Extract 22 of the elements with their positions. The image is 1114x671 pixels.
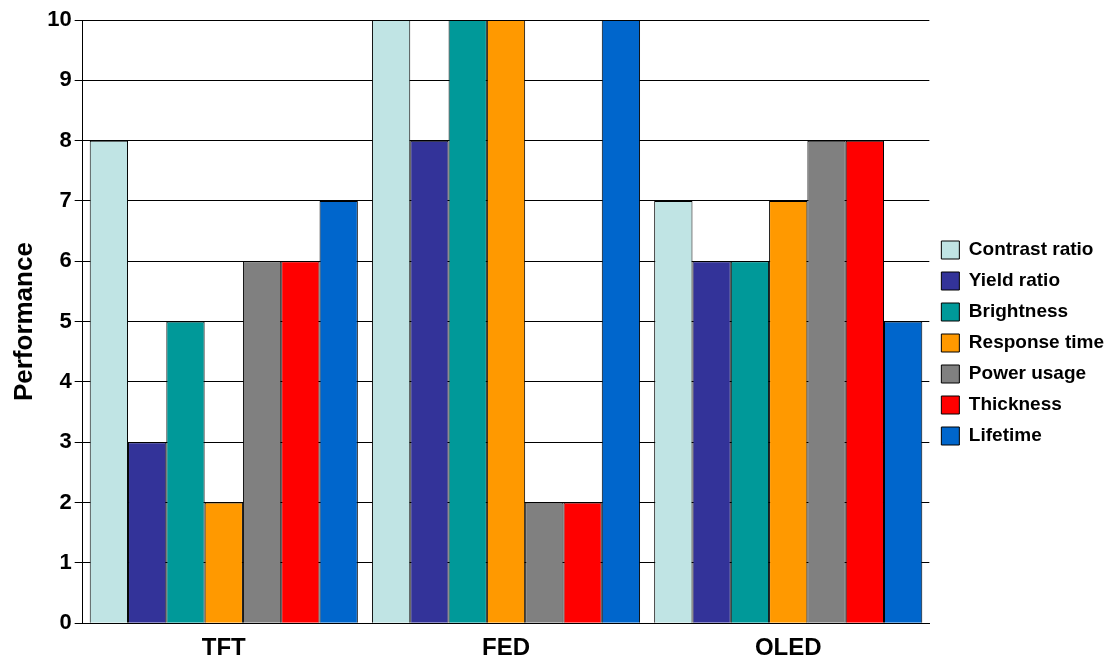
legend-label: Yield ratio (968, 269, 1060, 291)
y-tick-label: 4 (59, 367, 73, 393)
y-tick-label: 8 (59, 126, 72, 152)
legend-label: Response time (968, 331, 1104, 353)
y-tick-label: 9 (59, 66, 72, 92)
y-tick-label: 6 (59, 247, 72, 273)
y-tick-label: 5 (59, 307, 72, 333)
x-tick-label: OLED (754, 633, 822, 661)
x-tick-label: FED (482, 633, 531, 661)
legend-label: Thickness (968, 393, 1062, 415)
y-axis-title: Performance (7, 242, 38, 402)
legend-label: Brightness (968, 300, 1069, 322)
y-tick-label: 10 (47, 6, 72, 32)
y-tick-label: 2 (59, 488, 72, 514)
y-tick-label: 7 (59, 187, 72, 213)
legend-label: Contrast ratio (968, 238, 1094, 260)
y-tick-label: 0 (59, 609, 72, 635)
legend-label: Lifetime (968, 424, 1042, 446)
y-tick-label: 3 (59, 428, 72, 454)
x-tick-label: TFT (201, 633, 247, 661)
legend-label: Power usage (968, 362, 1087, 384)
y-tick-label: 1 (59, 548, 72, 574)
